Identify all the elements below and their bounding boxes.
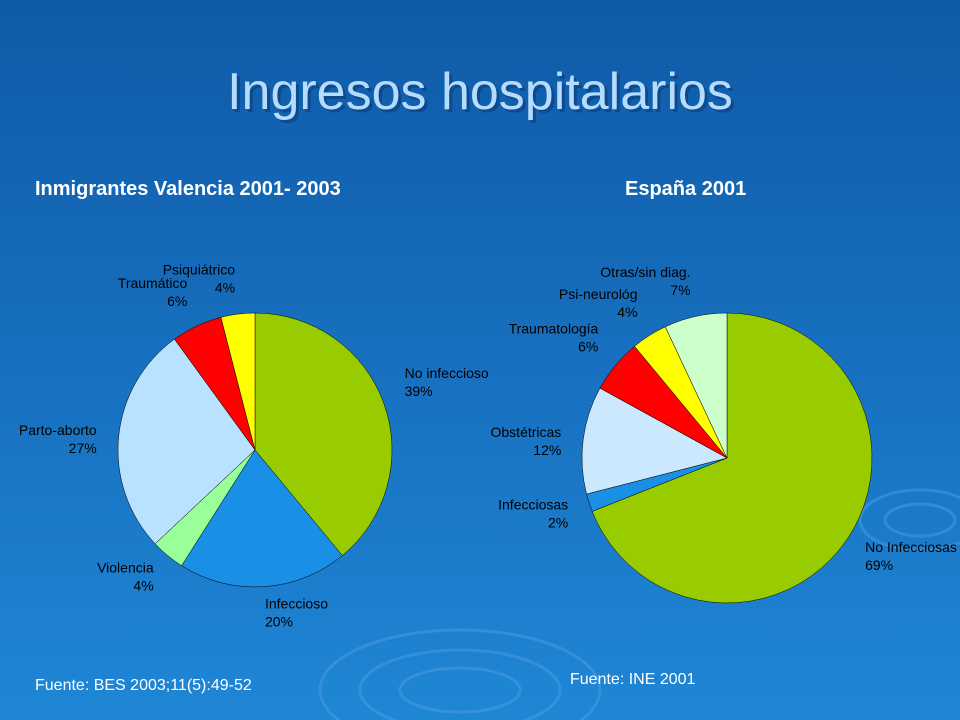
value-label: 20% (265, 614, 293, 630)
slice-label: Obstétricas (491, 424, 562, 440)
pie-slice (664, 312, 728, 459)
value-label: 69% (865, 557, 893, 573)
slide-title: Ingresos hospitalarios (227, 63, 733, 121)
pie-slice (181, 449, 343, 588)
value-label: 12% (533, 442, 561, 458)
title-shadow: Ingresos hospitalarios (230, 66, 736, 124)
pie-slice (591, 312, 873, 604)
ripple-decoration (318, 488, 960, 720)
slice-label: Traumático (118, 275, 188, 291)
pie-slice (220, 312, 256, 451)
source-note: Fuente: INE 2001 (570, 671, 696, 688)
value-label: 2% (548, 515, 568, 531)
chart-title: Inmigrantes Valencia 2001- 2003 (35, 178, 341, 200)
slice-label: Infecciosas (498, 497, 568, 513)
value-label: 7% (670, 282, 690, 298)
pie-slice (254, 312, 393, 556)
slice-label: Psi-neurológ (559, 286, 638, 302)
pie-slice (581, 387, 728, 495)
slice-label: Psiquiátrico (163, 261, 236, 277)
slice-label: Parto-aborto (19, 422, 97, 438)
slice-label: Otras/sin diag. (600, 264, 690, 280)
slice-label: No infeccioso (405, 365, 489, 381)
value-label: 4% (215, 279, 235, 295)
pie-slice (117, 338, 256, 545)
source-note: Fuente: BES 2003;11(5):49-52 (35, 677, 252, 694)
value-label: 4% (133, 578, 153, 594)
slice-label: Traumatología (509, 321, 599, 337)
slice-label: Violencia (97, 560, 154, 576)
value-label: 6% (578, 339, 598, 355)
value-label: 4% (617, 304, 637, 320)
value-label: 39% (405, 383, 433, 399)
slice-label: No Infecciosas (865, 539, 957, 555)
value-label: 27% (69, 440, 97, 456)
slice-label: Infeccioso (265, 596, 328, 612)
chart-title: España 2001 (625, 178, 746, 200)
value-label: 6% (167, 293, 187, 309)
